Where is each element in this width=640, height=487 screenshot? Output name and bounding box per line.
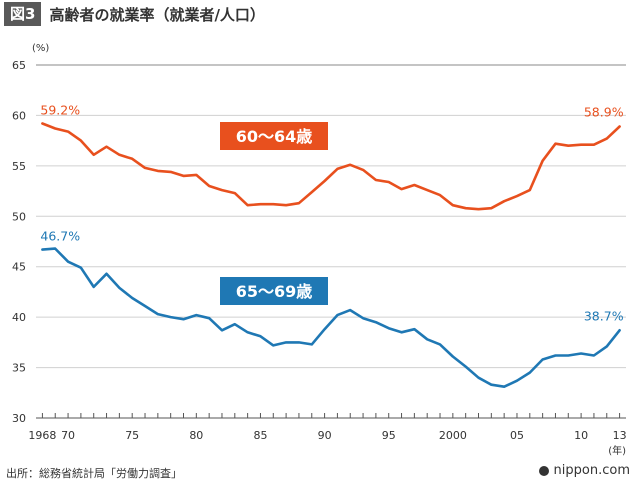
y-tick-label: 55 (12, 160, 26, 173)
figure-number-badge: 図3 (4, 2, 42, 26)
series-line-1 (41, 122, 621, 211)
x-tick-label: 90 (318, 429, 332, 442)
x-tick-label: 85 (253, 429, 267, 442)
y-tick-label: 40 (12, 311, 26, 324)
series-line-2 (41, 247, 621, 389)
source-note: 出所：総務省統計局「労働力調査」 (6, 467, 182, 480)
x-tick-label: 75 (125, 429, 139, 442)
y-unit-label: (%) (32, 43, 49, 54)
x-tick-label: 05 (510, 429, 524, 442)
logo-text: nippon.com (553, 463, 630, 478)
chart-header: 図3 高齢者の就業率（就業者/人口） (0, 0, 265, 28)
end-value-label: 38.7% (584, 308, 624, 323)
x-unit-label: (年) (608, 444, 626, 457)
legend-label-1: 60〜64歳 (236, 127, 313, 146)
start-value-label: 59.2% (40, 102, 80, 117)
logo-mark-icon (538, 465, 549, 476)
legend-box-1 (220, 122, 328, 150)
y-tick-label: 60 (12, 109, 26, 122)
x-tick-label: 95 (382, 429, 396, 442)
end-value-label: 58.9% (584, 105, 624, 120)
y-tick-label: 65 (12, 59, 26, 72)
x-tick-label: 2000 (439, 429, 467, 442)
nippon-logo: nippon.com (538, 463, 630, 478)
x-tick-label: 10 (574, 429, 588, 442)
x-tick-label: 13 (613, 429, 627, 442)
y-tick-label: 50 (12, 210, 26, 223)
y-tick-label: 45 (12, 261, 26, 274)
y-tick-label: 35 (12, 362, 26, 375)
legend-label-2: 65〜69歳 (236, 282, 313, 301)
x-tick-label: 80 (189, 429, 203, 442)
legend-box-2 (220, 277, 328, 305)
x-tick-label: 70 (61, 429, 75, 442)
x-tick-label: 1968 (28, 429, 56, 442)
start-value-label: 46.7% (40, 229, 80, 244)
chart-title: 高齢者の就業率（就業者/人口） (49, 5, 265, 24)
y-tick-label: 30 (12, 412, 26, 425)
